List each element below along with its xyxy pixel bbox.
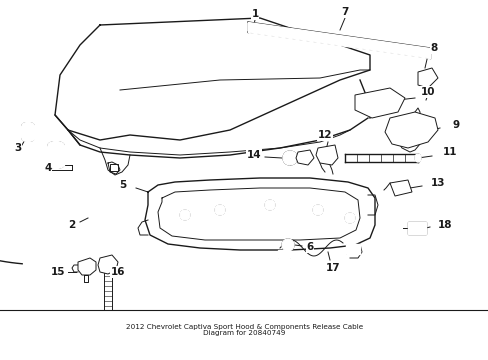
Polygon shape bbox=[354, 88, 404, 118]
Bar bbox=[22, 125, 34, 139]
Bar bbox=[346, 244, 359, 254]
Polygon shape bbox=[315, 145, 337, 165]
Text: 12: 12 bbox=[317, 130, 331, 140]
Ellipse shape bbox=[414, 154, 420, 162]
Text: 15: 15 bbox=[51, 267, 65, 277]
Polygon shape bbox=[98, 255, 118, 274]
Text: 9: 9 bbox=[451, 120, 459, 130]
Polygon shape bbox=[384, 112, 437, 148]
Text: 5: 5 bbox=[119, 180, 126, 190]
Bar bbox=[48, 145, 64, 165]
Text: 16: 16 bbox=[110, 267, 125, 277]
Text: 14: 14 bbox=[246, 150, 261, 160]
Circle shape bbox=[180, 210, 190, 220]
Text: 17: 17 bbox=[325, 263, 340, 273]
Bar bbox=[407, 222, 425, 234]
Text: 8: 8 bbox=[429, 43, 437, 53]
Text: 2012 Chevrolet Captiva Sport Hood & Components Release Cable
Diagram for 2084074: 2012 Chevrolet Captiva Sport Hood & Comp… bbox=[125, 324, 363, 337]
Polygon shape bbox=[389, 180, 411, 196]
Circle shape bbox=[285, 243, 290, 248]
Bar bbox=[110, 164, 118, 171]
Bar bbox=[278, 250, 289, 258]
Circle shape bbox=[312, 205, 323, 215]
Text: 13: 13 bbox=[430, 178, 445, 188]
Text: 11: 11 bbox=[442, 147, 456, 157]
Circle shape bbox=[286, 155, 292, 161]
Ellipse shape bbox=[48, 162, 64, 168]
Bar bbox=[22, 125, 34, 139]
Text: 4: 4 bbox=[44, 163, 52, 173]
Bar bbox=[278, 250, 289, 258]
Circle shape bbox=[345, 213, 354, 223]
Circle shape bbox=[282, 239, 293, 251]
Circle shape bbox=[283, 151, 296, 165]
Text: 3: 3 bbox=[14, 143, 21, 153]
Polygon shape bbox=[78, 258, 96, 275]
Text: 2: 2 bbox=[68, 220, 76, 230]
Circle shape bbox=[215, 205, 224, 215]
Ellipse shape bbox=[22, 136, 34, 141]
Text: 6: 6 bbox=[306, 242, 313, 252]
Bar bbox=[407, 222, 425, 234]
Bar bbox=[48, 145, 64, 165]
Text: 7: 7 bbox=[341, 7, 348, 17]
Ellipse shape bbox=[22, 122, 34, 127]
Polygon shape bbox=[417, 68, 437, 88]
Text: 1: 1 bbox=[251, 9, 258, 19]
Bar bbox=[346, 244, 359, 254]
Text: 10: 10 bbox=[420, 87, 434, 97]
Circle shape bbox=[264, 200, 274, 210]
Ellipse shape bbox=[48, 141, 64, 148]
Text: 18: 18 bbox=[437, 220, 451, 230]
Polygon shape bbox=[295, 150, 313, 165]
